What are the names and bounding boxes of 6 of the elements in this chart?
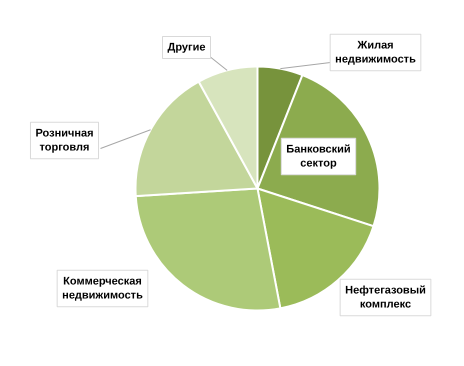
slice-label: Жилая недвижимость xyxy=(335,39,416,66)
slice-label: Розничная торговля xyxy=(35,127,94,154)
slice-label: Коммерческая недвижимость xyxy=(62,275,144,302)
slice-label: Банковский сектор xyxy=(286,143,351,170)
slice-label: Другие xyxy=(168,42,206,54)
slice-label: Нефтегазовый комплекс xyxy=(345,284,426,311)
